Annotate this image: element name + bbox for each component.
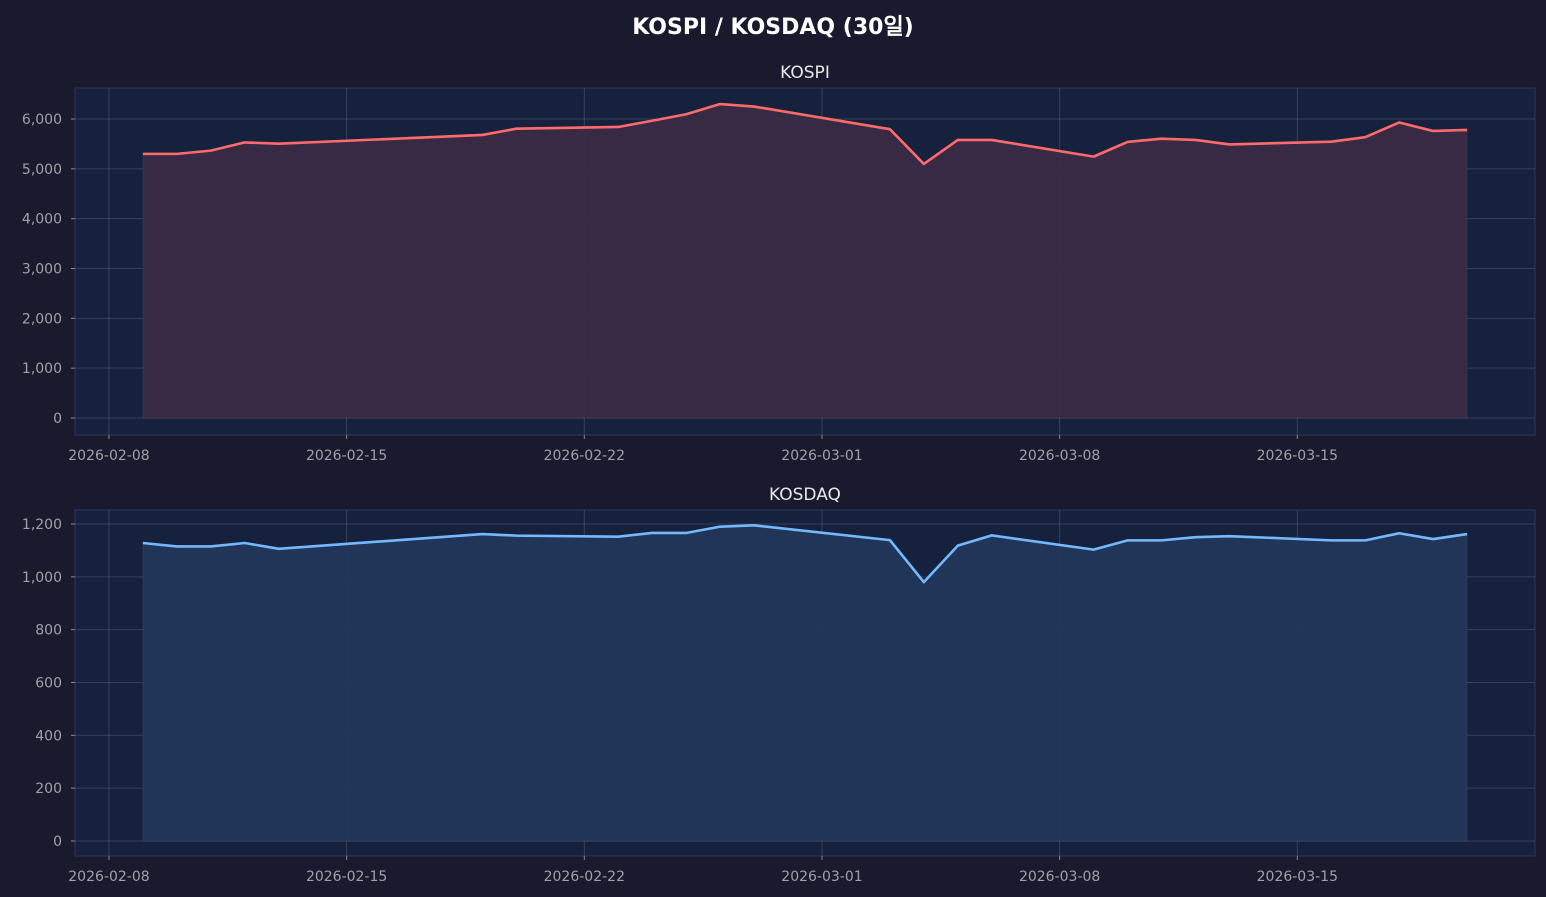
- series-line: [142, 524, 1468, 584]
- x-tick-label: 2026-02-08: [68, 869, 149, 885]
- y-tick-label: 5,000: [22, 162, 62, 178]
- x-tick-label: 2026-02-22: [544, 448, 625, 464]
- series-line: [142, 102, 1468, 166]
- y-tick-label: 2,000: [22, 311, 62, 327]
- y-tick-label: 600: [35, 675, 62, 691]
- area-fill: [142, 103, 1468, 419]
- subplot-title: KOSPI: [780, 63, 830, 83]
- x-tick-label: 2026-03-01: [781, 448, 862, 464]
- y-tick-label: 200: [35, 781, 62, 797]
- x-tick-label: 2026-02-22: [544, 869, 625, 885]
- y-tick-label: 1,000: [22, 361, 62, 377]
- subplot-title: KOSDAQ: [769, 485, 841, 505]
- y-tick-label: 4,000: [22, 212, 62, 228]
- y-tick-label: 0: [53, 411, 62, 427]
- kosdaq-panel: KOSDAQ 2026-02-08 2026-02-15 2026-02-22 2026…: [22, 485, 1536, 885]
- x-tick-label: 2026-02-15: [306, 869, 387, 885]
- y-tick-label: 1,200: [22, 517, 62, 533]
- y-tick-label: 0: [53, 834, 62, 850]
- y-tick-label: 1,000: [22, 570, 62, 586]
- y-tick-label: 3,000: [22, 262, 62, 278]
- figure-title: KOSPI / KOSDAQ (30일): [632, 15, 914, 40]
- x-tick-label: 2026-03-15: [1257, 869, 1338, 885]
- kospi-panel: KOSPI 2026-02-08 2026-02-15 2026-02-22 2026-…: [22, 63, 1536, 464]
- y-tick-label: 400: [35, 728, 62, 744]
- y-tick-label: 800: [35, 623, 62, 639]
- y-tick-label: 6,000: [22, 112, 62, 128]
- x-tick-label: 2026-02-08: [68, 448, 149, 464]
- x-tick-label: 2026-03-15: [1257, 448, 1338, 464]
- x-tick-label: 2026-03-08: [1019, 869, 1100, 885]
- x-tick-label: 2026-02-15: [306, 448, 387, 464]
- x-tick-label: 2026-03-08: [1019, 448, 1100, 464]
- area-fill: [142, 524, 1468, 842]
- x-tick-label: 2026-03-01: [781, 869, 862, 885]
